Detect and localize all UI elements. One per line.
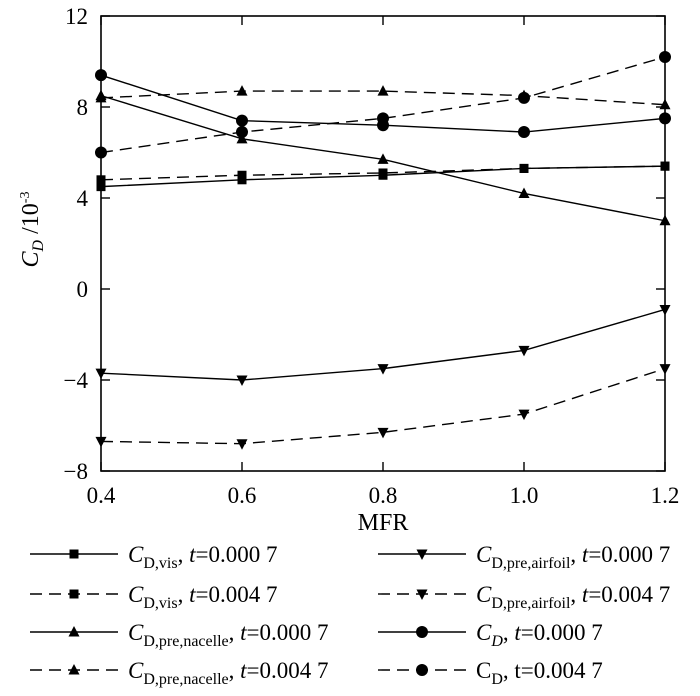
- data-point: [96, 182, 106, 192]
- data-point: [95, 69, 107, 82]
- data-point: [659, 364, 671, 375]
- x-axis: 0.4 0.6 0.8 1.0 1.2: [87, 16, 680, 508]
- data-point: [377, 427, 389, 439]
- plot-area: [95, 15, 671, 472]
- legend-item: CD,pre,airfoil, t=0.004 7: [378, 582, 670, 612]
- y-axis-title-exponent: -3: [18, 192, 33, 204]
- legend-label: CD,pre,nacelle, t=0.000 7: [128, 620, 329, 650]
- legend-item: CD,pre,nacelle, t=0.000 7: [30, 620, 329, 650]
- series-3: [95, 89, 671, 226]
- data-point: [518, 409, 530, 421]
- legend-label: CD,pre,airfoil, t=0.004 7: [476, 582, 670, 612]
- data-point: [236, 114, 248, 127]
- y-tick-label: 8: [77, 95, 89, 120]
- data-point: [95, 146, 107, 159]
- legend-marker: [416, 549, 428, 560]
- series-8: [95, 50, 671, 159]
- y-axis-title-symbol: C: [18, 250, 44, 267]
- data-point: [659, 304, 671, 316]
- data-point: [377, 112, 389, 125]
- y-axis: −8 −4 0 4 8 12: [64, 4, 665, 484]
- data-point: [236, 126, 248, 139]
- data-point: [95, 91, 107, 103]
- y-axis-title-unit: /10: [18, 203, 44, 240]
- data-point: [96, 175, 106, 185]
- y-tick-label: 4: [77, 186, 89, 211]
- data-point: [660, 161, 670, 171]
- y-axis-title: CD /10-3: [18, 192, 47, 268]
- legend-label: CD,pre,airfoil, t=0.000 7: [476, 542, 670, 572]
- x-tick-label: 0.4: [87, 483, 116, 508]
- data-point: [518, 345, 530, 357]
- data-point: [659, 50, 671, 63]
- x-tick-label: 1.2: [651, 483, 680, 508]
- y-tick-label: −8: [64, 459, 88, 484]
- data-point: [377, 85, 389, 96]
- data-point: [237, 175, 247, 185]
- legend-item: CD,vis, t=0.004 7: [30, 582, 277, 612]
- legend-label: CD,vis, t=0.004 7: [128, 582, 277, 612]
- y-axis-title-subscript: D: [30, 239, 47, 252]
- legend-label: CD, t=0.000 7: [476, 620, 603, 650]
- data-point: [236, 85, 248, 96]
- legend-label: CD,vis, t=0.000 7: [128, 542, 277, 572]
- x-tick-label: 0.6: [228, 483, 257, 508]
- legend-item: CD, t=0.004 7: [378, 658, 603, 688]
- series-line: [100, 56, 666, 154]
- legend-marker: [416, 664, 428, 676]
- x-tick-label: 0.8: [369, 483, 398, 508]
- data-point: [95, 368, 107, 380]
- data-point: [377, 364, 389, 375]
- legend-marker: [416, 626, 428, 638]
- data-point: [236, 439, 248, 450]
- y-tick-label: −4: [64, 368, 89, 393]
- data-point: [95, 436, 107, 448]
- legend-marker: [416, 589, 428, 600]
- data-point: [518, 91, 530, 104]
- legend-marker: [69, 589, 79, 599]
- series-6: [95, 364, 671, 450]
- series-5: [95, 304, 671, 386]
- data-point: [237, 170, 247, 180]
- x-axis-title: MFR: [358, 510, 409, 536]
- legend-marker: [69, 549, 79, 559]
- legend-label: CD,pre,nacelle, t=0.004 7: [128, 658, 329, 688]
- legend-item: CD,vis, t=0.000 7: [30, 542, 277, 572]
- data-point: [659, 112, 671, 125]
- x-tick-label: 1.0: [510, 483, 539, 508]
- y-tick-label: 12: [65, 4, 88, 29]
- y-tick-label: 0: [77, 277, 89, 302]
- legend-item: CD, t=0.000 7: [378, 620, 603, 650]
- data-point: [377, 153, 389, 164]
- data-point: [519, 163, 529, 173]
- legend-item: CD,pre,airfoil, t=0.000 7: [378, 542, 670, 572]
- legend-label: CD, t=0.004 7: [476, 658, 603, 688]
- legend-item: CD,pre,nacelle, t=0.004 7: [30, 658, 329, 688]
- plot-frame: [100, 15, 666, 472]
- data-point: [236, 132, 248, 144]
- legend-marker: [68, 626, 80, 637]
- data-point: [659, 214, 671, 226]
- data-point: [518, 187, 530, 198]
- data-point: [518, 126, 530, 139]
- legend-marker: [68, 664, 80, 675]
- legend: CD,vis, t=0.000 7 CD,pre,airfoil, t=0.000…: [30, 542, 670, 688]
- data-point: [378, 168, 388, 178]
- series-4: [95, 85, 671, 110]
- series-7: [95, 69, 671, 139]
- data-point: [236, 375, 248, 386]
- series-2: [96, 161, 670, 185]
